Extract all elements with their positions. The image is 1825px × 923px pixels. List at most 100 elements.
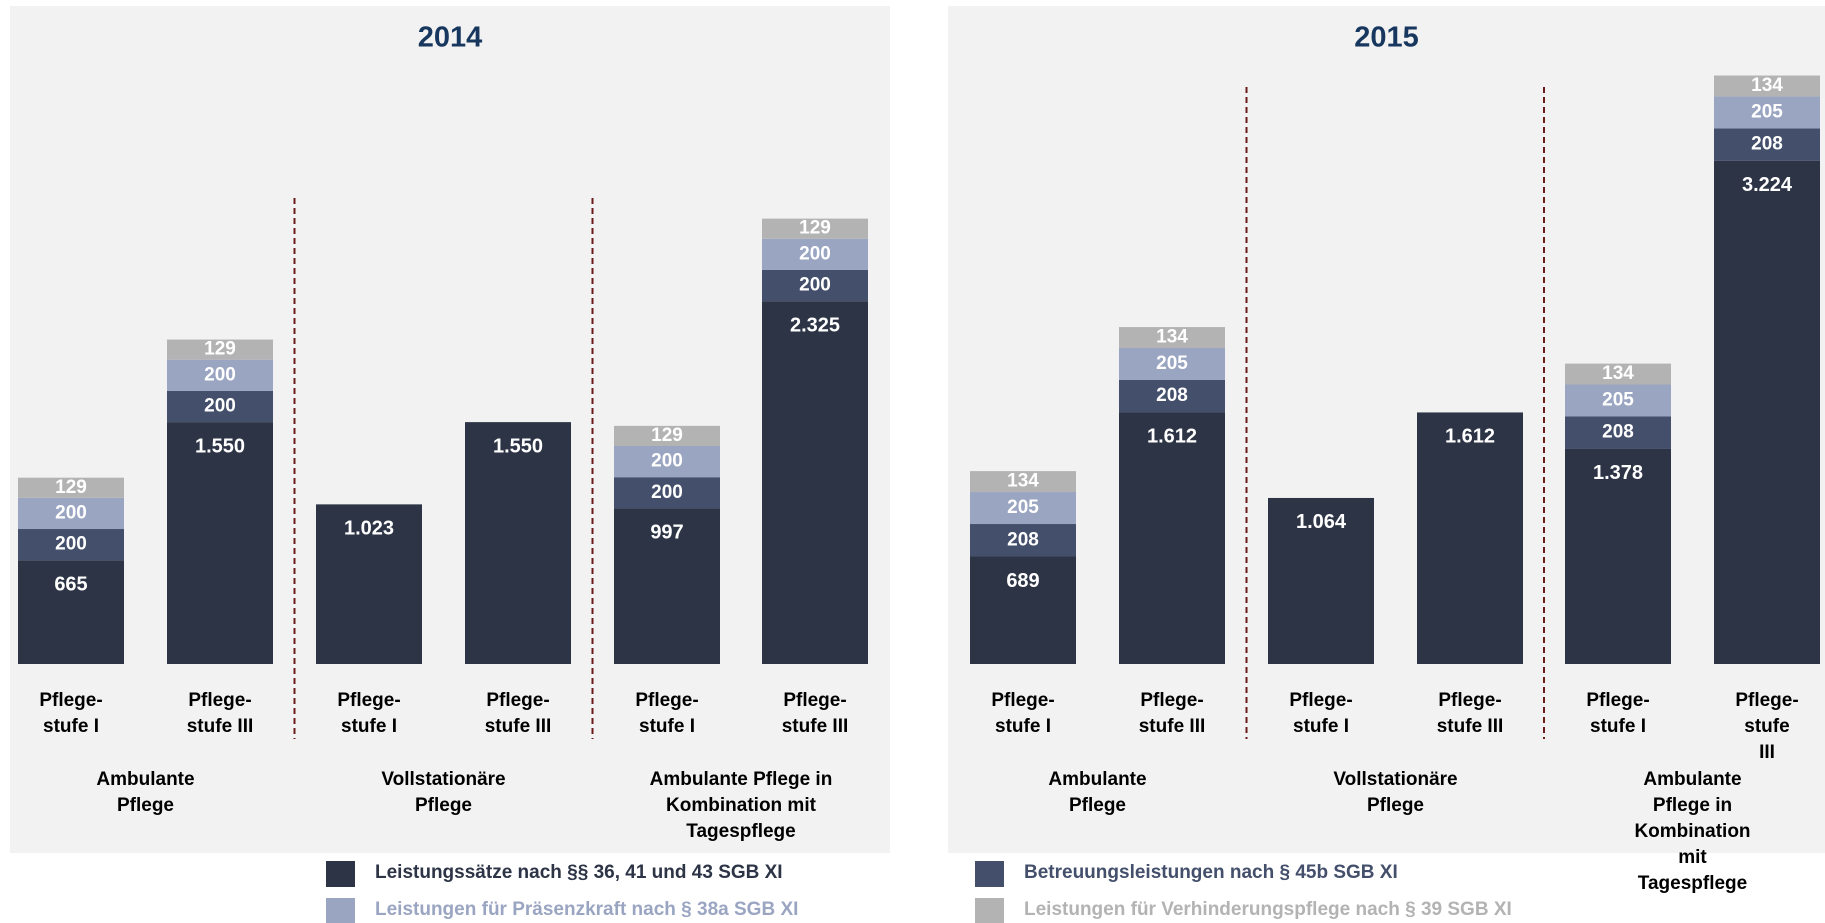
legend-swatch bbox=[326, 898, 355, 923]
bar-segment bbox=[1565, 416, 1671, 449]
bar-segment bbox=[1119, 327, 1225, 348]
data-label: 200 bbox=[55, 502, 87, 523]
bar-segment bbox=[1714, 160, 1820, 664]
bar-segment bbox=[1714, 128, 1820, 161]
bar-segment bbox=[762, 269, 868, 302]
data-label: 200 bbox=[651, 482, 683, 503]
bar-segment bbox=[1565, 384, 1671, 417]
bar-segment bbox=[614, 445, 720, 478]
bar-segment bbox=[614, 508, 720, 664]
data-label: 1.612 bbox=[1445, 426, 1495, 448]
data-label: 205 bbox=[1602, 390, 1634, 411]
bar-segment bbox=[970, 492, 1076, 525]
data-label: 997 bbox=[650, 522, 683, 544]
category-label: Pflege- stufe III bbox=[186, 690, 254, 737]
data-label: 208 bbox=[1156, 385, 1188, 406]
data-label: 129 bbox=[651, 425, 683, 446]
legend-label: Leistungen für Präsenzkraft nach § 38a S… bbox=[375, 899, 799, 920]
data-label: 205 bbox=[1751, 101, 1783, 122]
data-label: 1.550 bbox=[493, 435, 543, 457]
bar-segment bbox=[762, 238, 868, 270]
data-label: 208 bbox=[1602, 422, 1634, 443]
bar-segment bbox=[167, 339, 273, 360]
data-label: 1.023 bbox=[344, 518, 394, 540]
group-label: Ambulante Pflege bbox=[96, 769, 195, 816]
data-label: 134 bbox=[1602, 363, 1634, 384]
bar-segment bbox=[18, 477, 124, 498]
chart-title: 2014 bbox=[418, 22, 483, 54]
data-label: 134 bbox=[1156, 327, 1188, 348]
bar-segment bbox=[970, 556, 1076, 664]
data-label: 3.224 bbox=[1742, 174, 1793, 196]
category-label: Pflege- stufe III bbox=[1138, 690, 1206, 737]
data-label: 208 bbox=[1007, 529, 1039, 550]
bar-segment bbox=[1417, 412, 1523, 664]
category-label: Pflege- stufe III bbox=[1735, 690, 1799, 763]
data-label: 200 bbox=[799, 275, 831, 296]
bar-segment bbox=[167, 359, 273, 391]
category-label: Pflege- stufe III bbox=[484, 690, 552, 737]
bar-segment bbox=[18, 497, 124, 530]
bar-segment bbox=[1268, 497, 1374, 664]
legend-swatch bbox=[326, 861, 355, 887]
bar-segment bbox=[167, 390, 273, 423]
bar-segment bbox=[614, 477, 720, 509]
bar-segment bbox=[970, 524, 1076, 557]
bar-segment bbox=[1565, 448, 1671, 664]
legend-label: Leistungssätze nach §§ 36, 41 und 43 SGB… bbox=[375, 862, 783, 883]
bar-segment bbox=[1714, 96, 1820, 129]
legend-label: Betreuungsleistungen nach § 45b SGB XI bbox=[1024, 862, 1398, 883]
data-label: 1.550 bbox=[195, 435, 245, 457]
bar-segment bbox=[18, 560, 124, 664]
bar-segment bbox=[316, 504, 422, 664]
data-label: 1.378 bbox=[1593, 462, 1643, 484]
bar-segment bbox=[1119, 379, 1225, 413]
data-label: 205 bbox=[1156, 353, 1188, 374]
data-label: 129 bbox=[204, 339, 236, 360]
group-label: Ambulante Pflege in Kombination mit Tage… bbox=[649, 769, 833, 842]
data-label: 2.325 bbox=[790, 314, 840, 336]
bar-segment bbox=[1119, 412, 1225, 664]
group-label: Ambulante Pflege in Kombination mit Tage… bbox=[1634, 769, 1751, 894]
bar-segment bbox=[1119, 347, 1225, 380]
category-label: Pflege- stufe I bbox=[991, 690, 1055, 737]
legend-swatch bbox=[975, 898, 1004, 923]
category-label: Pflege- stufe I bbox=[1586, 690, 1650, 737]
category-label: Pflege- stufe I bbox=[1289, 690, 1353, 737]
data-label: 200 bbox=[55, 534, 87, 555]
data-label: 200 bbox=[204, 396, 236, 417]
category-label: Pflege- stufe III bbox=[1436, 690, 1504, 737]
chart-title: 2015 bbox=[1354, 22, 1419, 54]
data-label: 208 bbox=[1751, 134, 1783, 155]
bar-segment bbox=[1565, 363, 1671, 385]
bar-segment bbox=[1714, 75, 1820, 97]
legend-label: Leistungen für Verhinderungspflege nach … bbox=[1024, 899, 1512, 920]
legend-swatch bbox=[975, 861, 1004, 887]
group-label: Vollstationäre Pflege bbox=[381, 769, 506, 816]
category-label: Pflege- stufe III bbox=[781, 690, 849, 737]
data-label: 200 bbox=[799, 243, 831, 264]
data-label: 665 bbox=[54, 574, 87, 596]
panel-background bbox=[10, 6, 890, 853]
bar-segment bbox=[762, 301, 868, 664]
category-label: Pflege- stufe I bbox=[337, 690, 401, 737]
bar-segment bbox=[167, 422, 273, 664]
data-label: 200 bbox=[204, 364, 236, 385]
bar-segment bbox=[18, 529, 124, 561]
bar-segment bbox=[465, 422, 571, 664]
panel-background bbox=[948, 6, 1825, 853]
category-label: Pflege- stufe I bbox=[39, 690, 103, 737]
group-label: Ambulante Pflege bbox=[1048, 769, 1147, 816]
data-label: 689 bbox=[1006, 570, 1039, 592]
data-label: 134 bbox=[1007, 471, 1039, 492]
bar-segment bbox=[614, 425, 720, 446]
data-label: 1.064 bbox=[1296, 511, 1347, 533]
data-label: 129 bbox=[55, 477, 87, 498]
data-label: 205 bbox=[1007, 497, 1039, 518]
data-label: 134 bbox=[1751, 75, 1783, 96]
category-label: Pflege- stufe I bbox=[635, 690, 699, 737]
bar-segment bbox=[970, 471, 1076, 493]
data-label: 200 bbox=[651, 451, 683, 472]
